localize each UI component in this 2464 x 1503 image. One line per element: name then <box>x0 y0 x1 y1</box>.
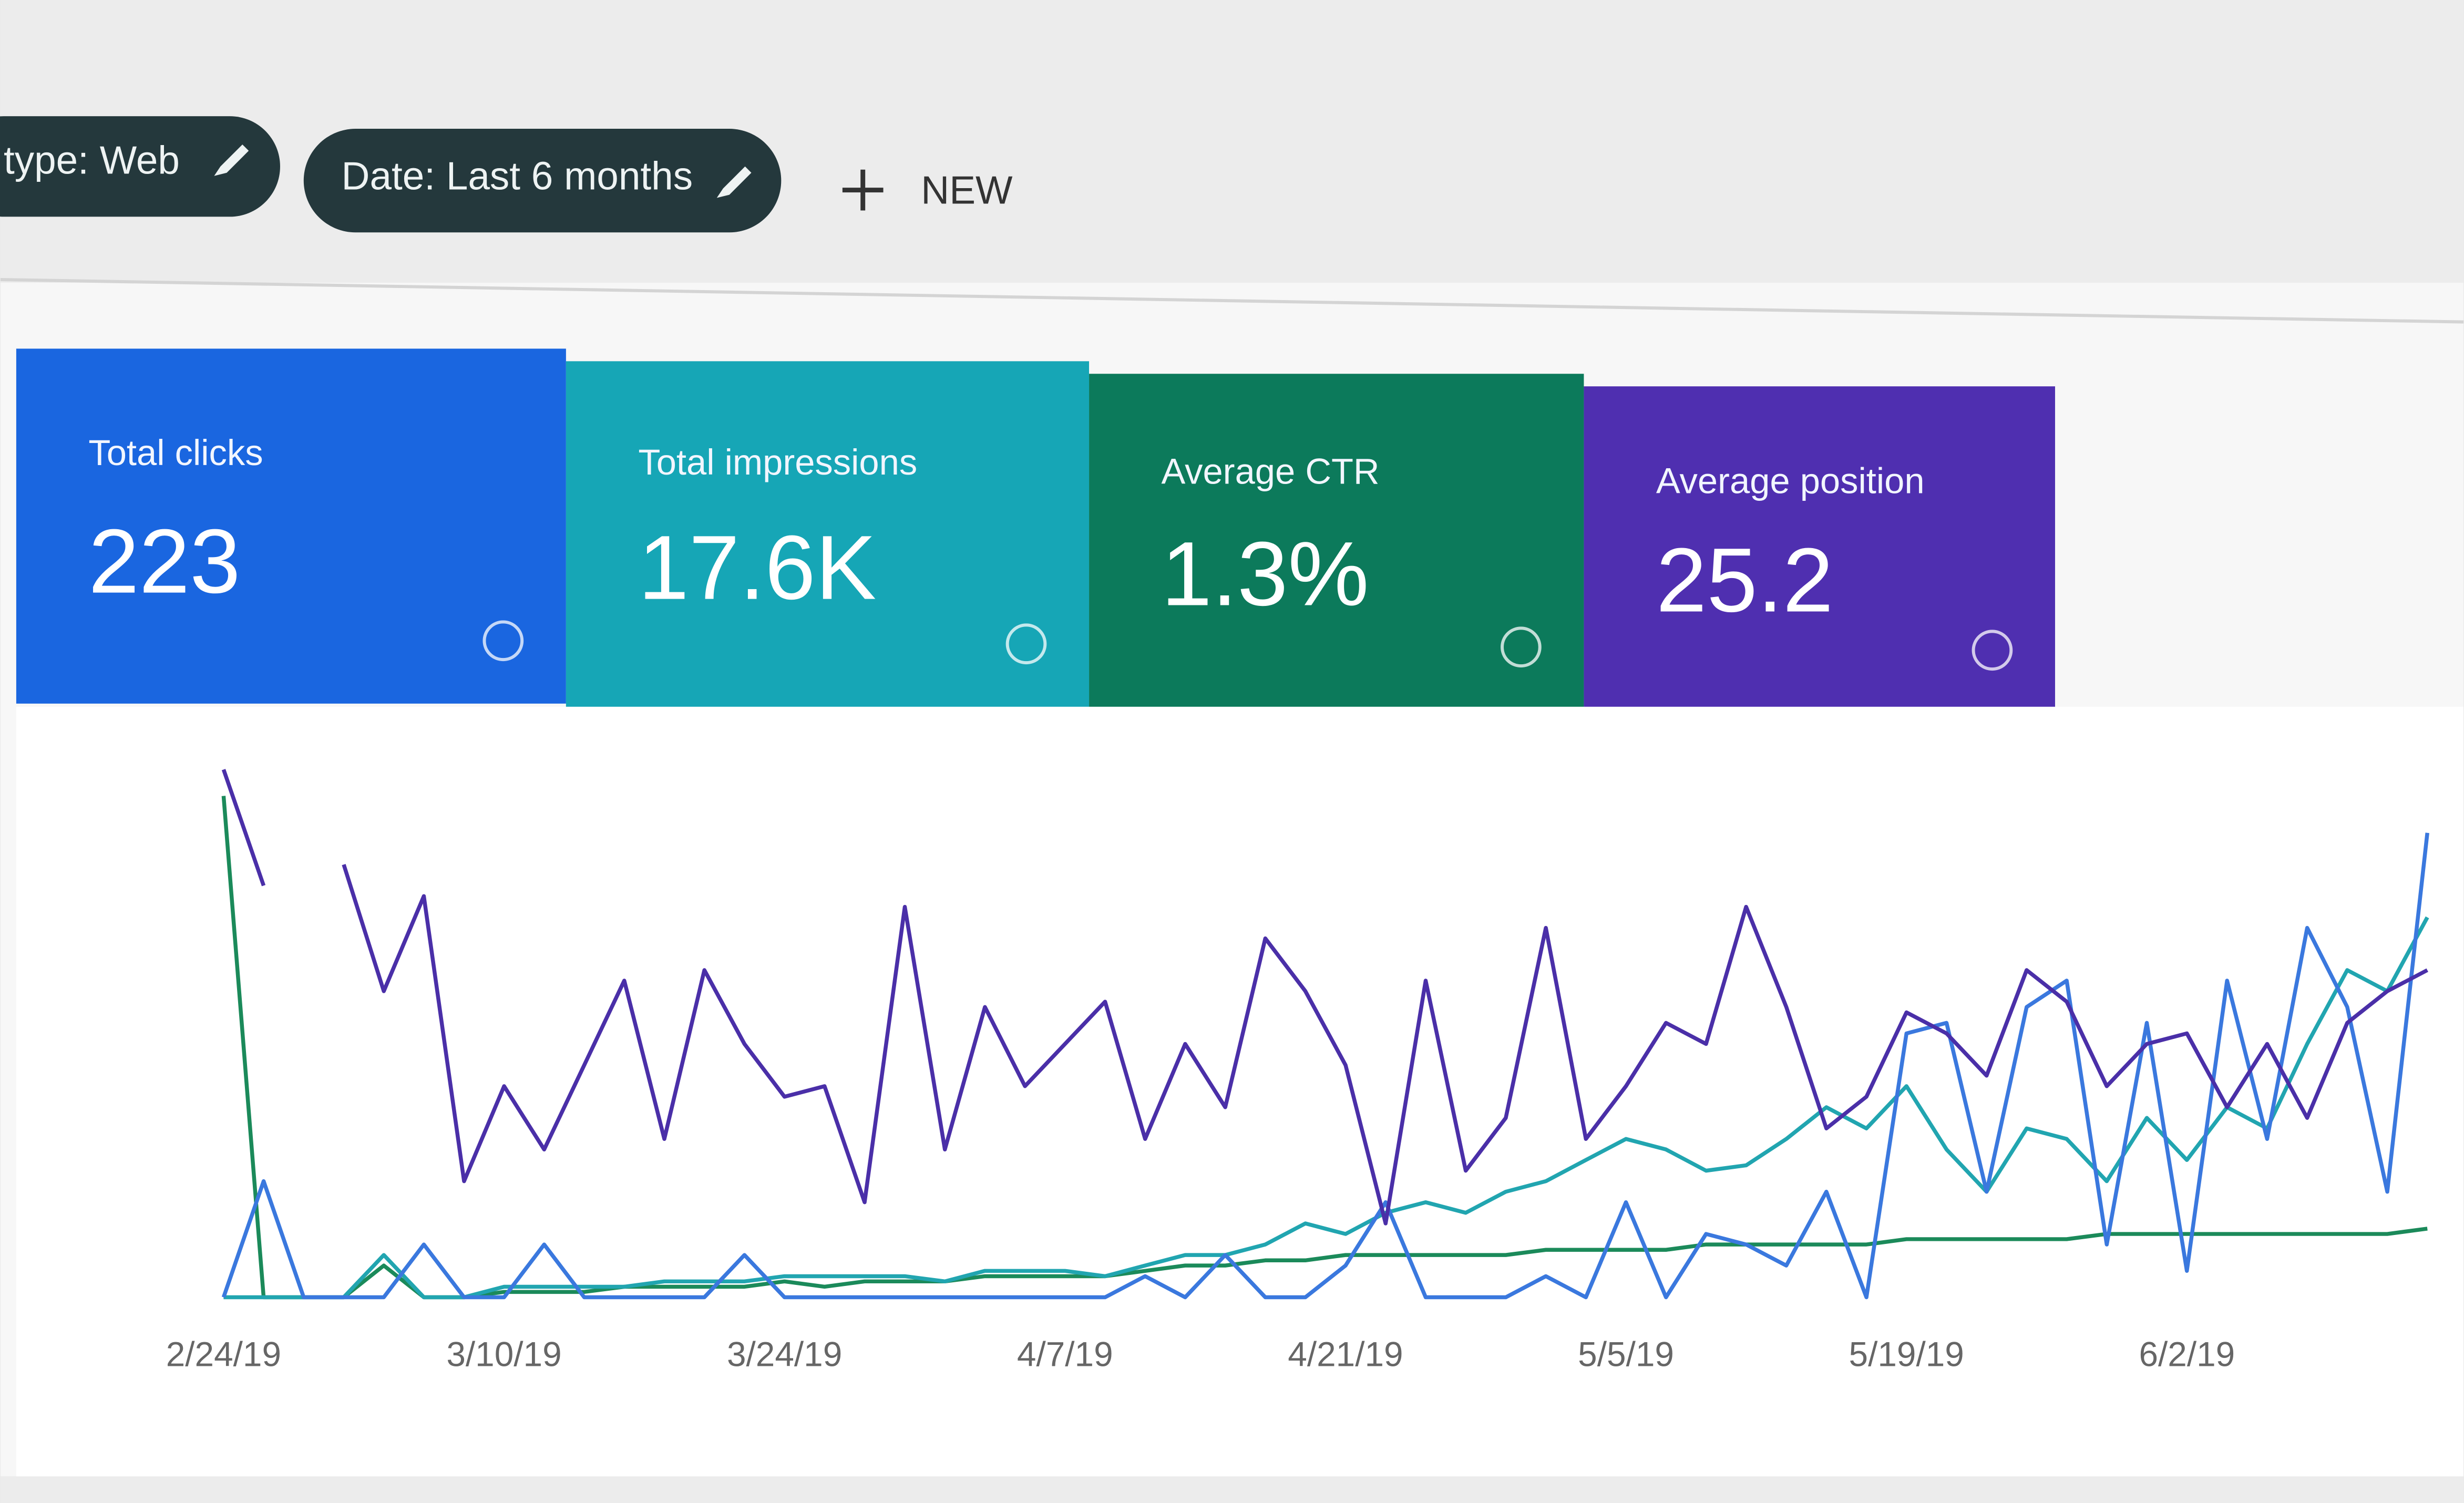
chip-bg <box>0 116 280 217</box>
metric-label: Total impressions <box>638 442 917 482</box>
series-line <box>221 832 2429 1300</box>
series-line <box>221 769 2428 1226</box>
card-bg <box>16 348 566 704</box>
chip-label: Date: Last 6 months <box>342 153 693 198</box>
metric-value: 223 <box>88 510 240 612</box>
card-bg <box>566 361 1090 716</box>
x-tick-label: 4/21/19 <box>1288 1334 1403 1373</box>
help-icon <box>1005 623 1047 665</box>
x-tick-label: 6/2/19 <box>2139 1334 2235 1373</box>
x-tick-label: 5/5/19 <box>1578 1334 1674 1373</box>
divider <box>0 277 2464 324</box>
filter-chip[interactable]: Date: Last 6 months <box>303 129 782 233</box>
x-tick-label: 5/19/19 <box>1849 1334 1964 1373</box>
help-icon <box>1501 626 1542 668</box>
help-icon <box>482 620 524 662</box>
help-icon <box>1972 630 2013 671</box>
card-bg <box>1089 374 1584 729</box>
chart-panel <box>16 706 2463 1477</box>
x-tick-label: 3/24/19 <box>727 1334 842 1373</box>
card-bg <box>1584 386 2055 742</box>
filter-chip[interactable]: type: Web <box>0 116 280 217</box>
plus-icon <box>842 169 884 211</box>
metric-value: 1.3% <box>1162 523 1369 625</box>
x-tick-label: 4/7/19 <box>1017 1334 1113 1373</box>
series-line <box>223 916 2429 1300</box>
x-tick-label: 3/10/19 <box>446 1334 561 1373</box>
series-line <box>221 796 2428 1300</box>
metric-card[interactable]: Total impressions 17.6K <box>566 361 1090 716</box>
chip-bg <box>303 129 782 233</box>
chip-label: type: Web <box>4 138 180 182</box>
metric-value: 17.6K <box>638 517 876 619</box>
x-tick-label: 2/24/19 <box>166 1334 281 1373</box>
new-button[interactable]: NEW <box>842 168 1013 212</box>
metric-value: 25.2 <box>1656 529 1833 631</box>
edit-icon <box>214 144 249 176</box>
metric-card[interactable]: Total clicks 223 <box>16 348 566 704</box>
metric-label: Total clicks <box>88 433 263 473</box>
metric-card[interactable]: Average position 25.2 <box>1584 386 2055 742</box>
metric-card[interactable]: Average CTR 1.3% <box>1089 374 1584 729</box>
edit-icon <box>716 166 752 198</box>
metric-label: Average CTR <box>1162 451 1380 492</box>
metric-label: Average position <box>1656 461 1925 501</box>
new-label: NEW <box>921 168 1013 212</box>
